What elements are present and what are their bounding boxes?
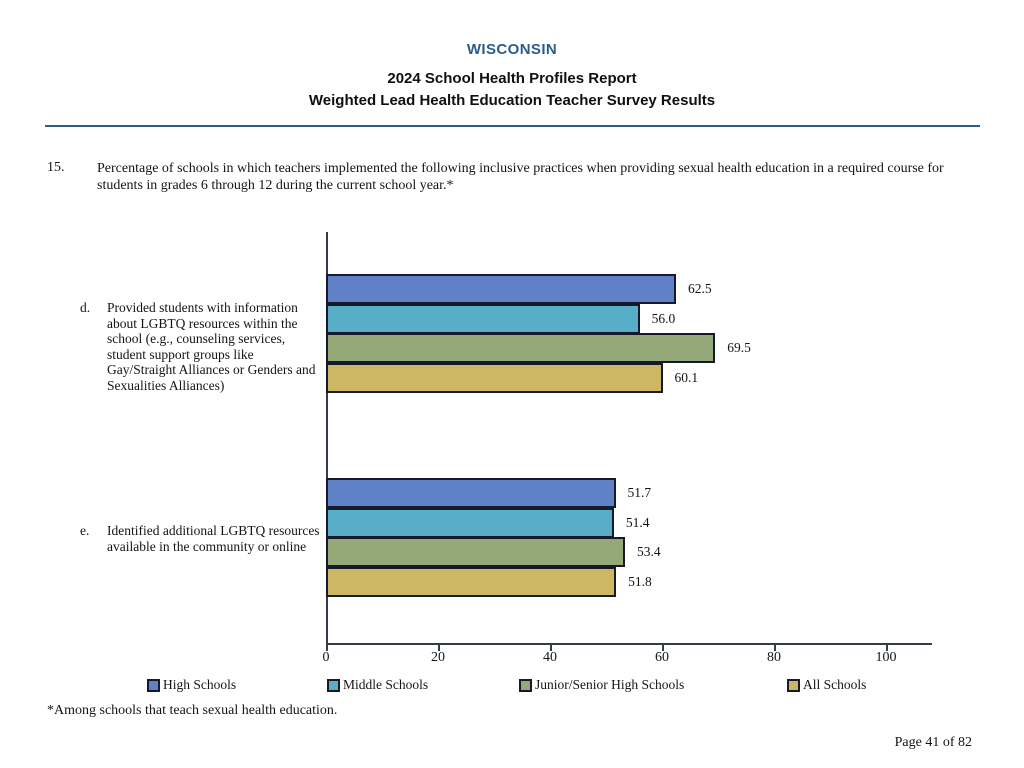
bar-e-1 xyxy=(326,507,614,538)
bar-d-0 xyxy=(326,274,676,304)
state-title: WISCONSIN xyxy=(466,41,558,58)
page-number: Page 41 of 82 xyxy=(894,735,972,750)
header-divider xyxy=(45,125,980,127)
legend-label-junior-senior-high-schools: Junior/Senior High Schools xyxy=(535,677,685,692)
bar-d-3 xyxy=(326,362,663,393)
bar-d-1 xyxy=(326,303,640,334)
x-axis-tick-label: 40 xyxy=(543,650,557,665)
question-text: Percentage of schools in which teachers … xyxy=(97,161,944,193)
category-label-e: Identified additional LGBTQ resources av… xyxy=(107,523,320,554)
x-axis-tick-label: 0 xyxy=(322,650,330,665)
x-axis-tick-label: 80 xyxy=(767,650,781,665)
legend-swatch-high-schools xyxy=(147,678,160,692)
legend-label-high-schools: High Schools xyxy=(163,677,237,692)
x-axis-tick-label: 60 xyxy=(655,650,669,665)
bar-e-3 xyxy=(326,566,617,597)
bar-e-2 xyxy=(326,537,626,567)
category-letter-d: d. xyxy=(80,300,91,315)
x-axis-tick-label: 100 xyxy=(875,650,897,665)
report-subtitle: Weighted Lead Health Education Teacher S… xyxy=(308,92,716,109)
category-label-d: Provided students with information about… xyxy=(107,300,316,393)
legend-swatch-junior-senior-high-schools xyxy=(519,678,532,692)
y-axis-line xyxy=(326,232,328,645)
report-title: 2024 School Health Profiles Report xyxy=(387,70,637,87)
bar-value-label: 56.0 xyxy=(651,310,676,326)
x-axis-tick-label: 20 xyxy=(431,650,445,665)
x-axis-tick xyxy=(438,645,440,651)
legend-swatch-all-schools xyxy=(787,678,800,692)
question-number: 15. xyxy=(47,160,65,175)
bar-value-label: 51.7 xyxy=(627,485,652,500)
category-letter-e: e. xyxy=(80,523,90,538)
x-axis-line xyxy=(326,643,932,645)
bar-value-label: 60.1 xyxy=(674,369,699,385)
x-axis-tick xyxy=(886,645,888,651)
legend-item-junior-senior-high-schools: Junior/Senior High Schools xyxy=(519,677,684,693)
legend-item-all-schools: All Schools xyxy=(787,677,866,693)
x-axis-tick xyxy=(326,645,328,651)
x-axis-tick xyxy=(550,645,552,651)
bar-value-label: 53.4 xyxy=(637,544,661,559)
legend-label-middle-schools: Middle Schools xyxy=(343,677,429,692)
legend-swatch-middle-schools xyxy=(327,678,340,692)
legend-item-high-schools: High Schools xyxy=(147,677,236,693)
bar-value-label: 51.4 xyxy=(625,514,650,530)
bar-e-0 xyxy=(326,478,616,508)
footnote: *Among schools that teach sexual health … xyxy=(47,703,338,718)
x-axis-tick xyxy=(662,645,664,651)
bar-value-label: 69.5 xyxy=(727,340,751,355)
x-axis-tick xyxy=(774,645,776,651)
legend-item-middle-schools: Middle Schools xyxy=(327,677,428,693)
bar-d-2 xyxy=(326,333,716,363)
bar-value-label: 51.8 xyxy=(628,573,652,589)
legend-label-all-schools: All Schools xyxy=(803,677,867,692)
bar-value-label: 62.5 xyxy=(688,281,712,296)
